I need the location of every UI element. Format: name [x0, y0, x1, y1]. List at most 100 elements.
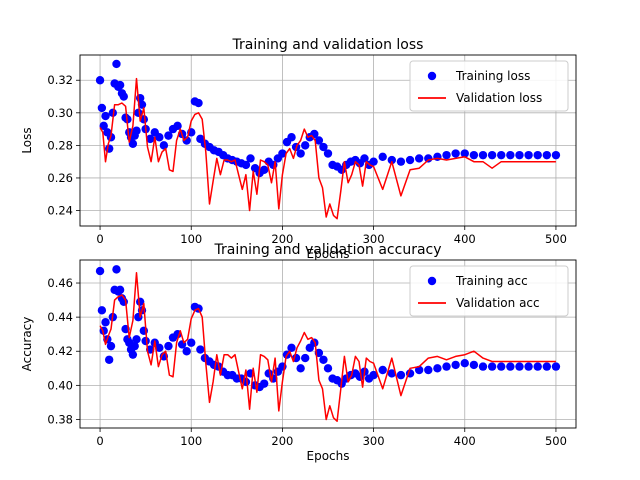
- legend-label-1: Validation loss: [456, 91, 542, 105]
- data-point: [287, 343, 296, 353]
- data-point: [497, 150, 506, 160]
- x-tick-label-2: 200: [271, 434, 293, 448]
- data-point: [551, 150, 561, 160]
- data-point: [146, 134, 155, 144]
- data-point: [182, 347, 191, 356]
- data-point: [119, 92, 128, 101]
- y-axis-label: Accuracy: [20, 317, 34, 372]
- chart-title: Training and validation loss: [232, 37, 424, 53]
- y-tick-label-4: 0.46: [47, 276, 73, 290]
- data-point: [301, 141, 310, 150]
- data-point: [196, 345, 205, 354]
- data-point: [108, 108, 118, 118]
- data-point: [194, 98, 203, 108]
- data-point: [112, 59, 121, 69]
- data-point: [378, 365, 387, 375]
- series-line-1: [99, 272, 556, 422]
- data-point: [106, 341, 116, 351]
- legend-label-1: Validation acc: [456, 296, 540, 310]
- data-point: [369, 157, 378, 166]
- y-tick-label-3: 0.44: [47, 310, 73, 324]
- legend-box: [409, 60, 569, 112]
- data-point: [101, 318, 110, 327]
- x-tick-label-5: 500: [545, 232, 567, 246]
- data-point: [323, 149, 333, 158]
- y-tick-label-4: 0.32: [47, 73, 73, 87]
- data-point: [414, 154, 424, 163]
- data-point: [296, 149, 305, 158]
- data-point: [405, 155, 415, 165]
- data-point: [187, 338, 196, 347]
- data-point: [319, 142, 328, 152]
- data-point: [387, 369, 397, 378]
- y-tick-label-2: 0.42: [47, 344, 73, 358]
- data-point: [97, 306, 107, 315]
- data-point: [259, 165, 269, 175]
- x-tick-label-3: 300: [363, 434, 385, 448]
- data-point: [360, 154, 369, 163]
- chart-title: Training and validation accuracy: [213, 242, 441, 258]
- data-point: [115, 80, 125, 90]
- axes-frame: [79, 54, 577, 227]
- data-point: [451, 360, 460, 370]
- data-point: [155, 343, 164, 353]
- data-point: [487, 362, 497, 371]
- x-tick-label-0: 0: [96, 434, 103, 448]
- data-point: [141, 336, 150, 346]
- data-point: [487, 150, 497, 160]
- data-point: [159, 141, 169, 150]
- data-point: [506, 362, 515, 371]
- data-point: [173, 121, 182, 131]
- data-point: [497, 362, 506, 371]
- data-point: [396, 370, 406, 380]
- x-axis-label: Epochs: [307, 247, 350, 261]
- x-tick-label-1: 100: [180, 434, 202, 448]
- legend-swatch-marker: [427, 276, 437, 286]
- data-point: [524, 362, 533, 371]
- y-tick-label-1: 0.26: [47, 171, 73, 185]
- data-point: [542, 150, 552, 160]
- x-tick-label-2: 200: [271, 232, 293, 246]
- data-point: [469, 360, 479, 370]
- y-tick-label-1: 0.40: [47, 378, 73, 392]
- data-point: [533, 362, 542, 371]
- data-point: [515, 362, 524, 371]
- data-point: [278, 149, 287, 158]
- y-tick-label-0: 0.24: [47, 204, 73, 218]
- x-axis-label: Epochs: [307, 449, 350, 463]
- x-tick-label-0: 0: [96, 232, 103, 246]
- legend: Training acc Validation acc: [409, 265, 569, 317]
- data-point: [319, 355, 328, 364]
- axes-frame: [79, 259, 577, 429]
- data-point: [424, 154, 433, 163]
- data-point: [112, 265, 121, 274]
- data-point: [104, 144, 114, 153]
- data-point: [104, 355, 114, 364]
- data-point: [424, 365, 433, 375]
- data-point: [115, 285, 125, 295]
- data-point: [551, 362, 561, 371]
- chart-0: 0 100 200 300 400 500 0.24 0.26 0.28 0.30 0.32 Epoc…: [20, 37, 577, 261]
- data-point: [182, 136, 191, 145]
- x-tick-label-1: 100: [180, 232, 202, 246]
- y-tick-label-3: 0.30: [47, 106, 73, 120]
- data-point: [396, 157, 406, 166]
- data-point: [433, 152, 442, 161]
- data-point: [533, 150, 542, 160]
- x-tick-label-4: 400: [454, 434, 476, 448]
- x-tick-label-4: 400: [454, 232, 476, 246]
- data-point: [323, 364, 333, 373]
- data-point: [314, 136, 324, 145]
- data-point: [287, 133, 296, 142]
- data-point: [132, 126, 141, 135]
- legend-label-0: Training loss: [455, 69, 530, 83]
- data-point: [442, 362, 451, 371]
- data-point: [414, 365, 424, 375]
- chart-1: 0 100 200 300 400 500 0.38 0.40 0.42 0.44 0.46 Epoc…: [20, 242, 577, 463]
- data-point: [128, 139, 138, 148]
- data-point: [451, 149, 460, 158]
- data-point: [515, 150, 524, 160]
- data-point: [478, 362, 488, 371]
- data-point: [128, 350, 138, 359]
